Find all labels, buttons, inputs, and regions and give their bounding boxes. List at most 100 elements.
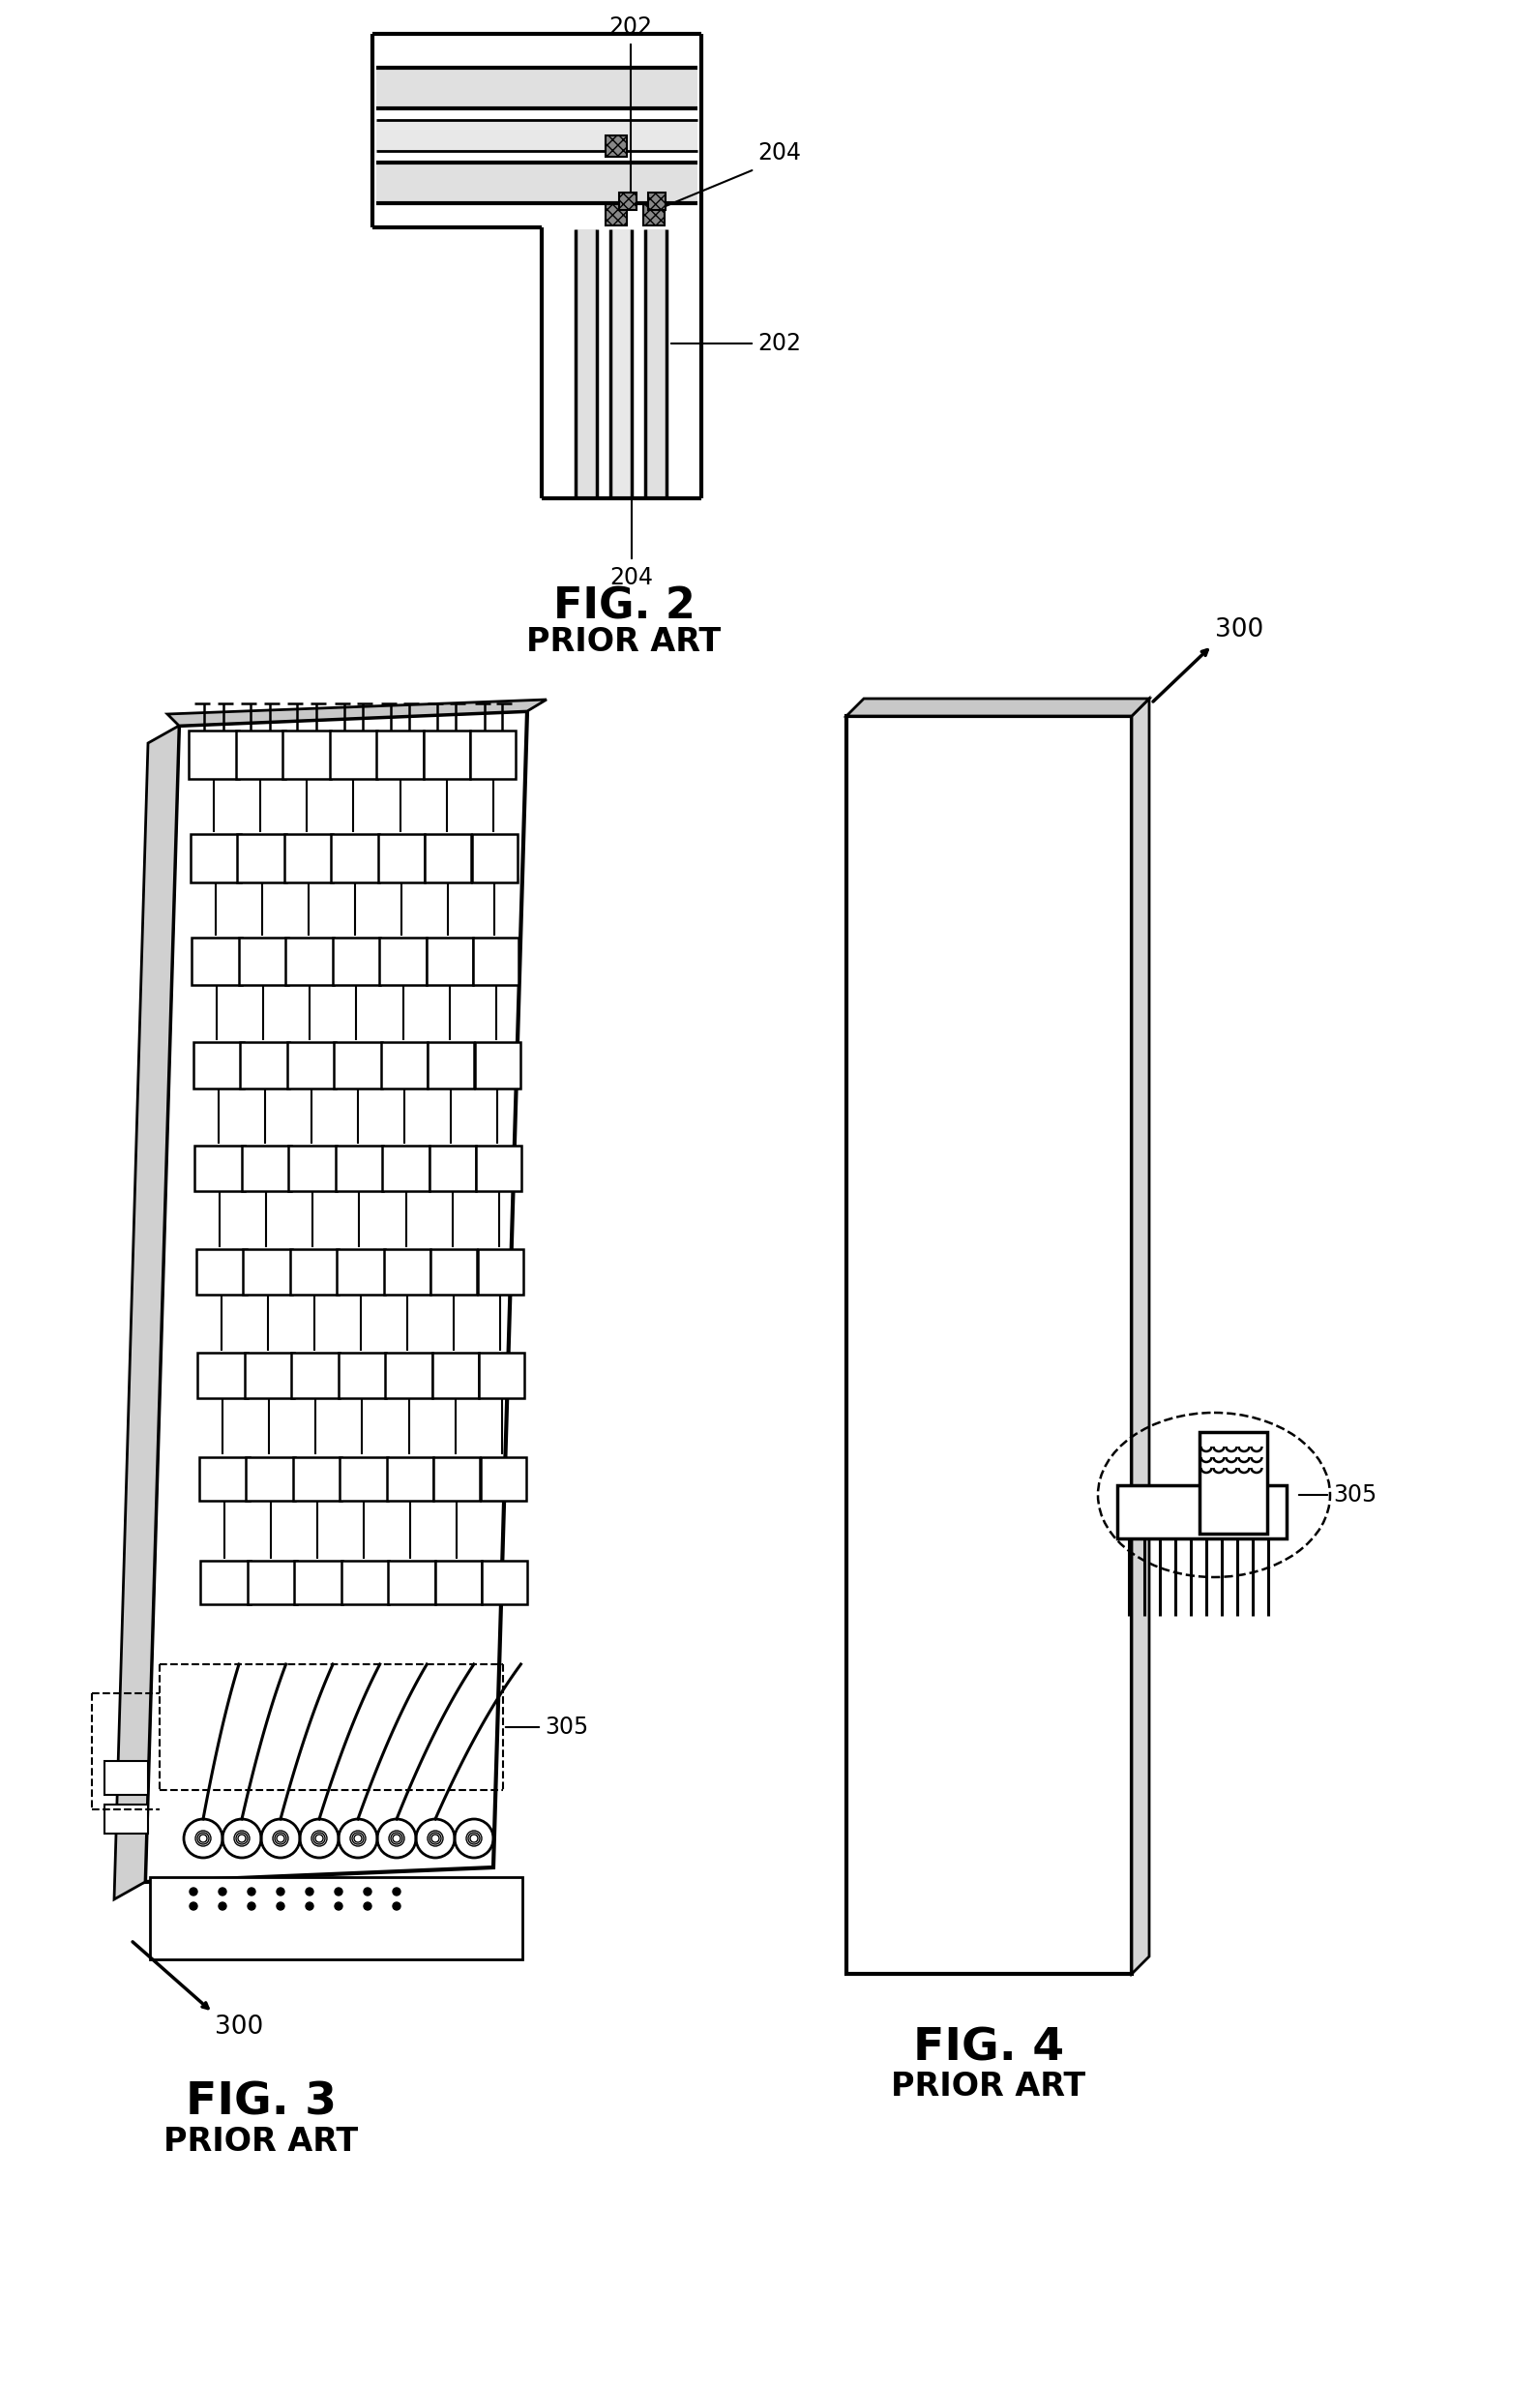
- Polygon shape: [168, 700, 547, 726]
- Text: 202: 202: [758, 332, 801, 356]
- Bar: [245, 1354, 294, 1397]
- Bar: [240, 1041, 290, 1089]
- Text: 204: 204: [610, 566, 653, 590]
- Bar: [293, 1457, 342, 1502]
- Bar: [290, 1249, 339, 1294]
- Bar: [380, 1041, 428, 1089]
- Bar: [339, 1354, 387, 1397]
- Circle shape: [219, 1889, 226, 1896]
- Bar: [605, 203, 627, 224]
- Bar: [188, 731, 239, 778]
- Text: 305: 305: [545, 1715, 588, 1738]
- Circle shape: [393, 1889, 400, 1896]
- Bar: [288, 1146, 337, 1192]
- Bar: [340, 1457, 388, 1502]
- Bar: [427, 938, 473, 986]
- Polygon shape: [847, 700, 1149, 716]
- Bar: [337, 1249, 385, 1294]
- Text: FIG. 2: FIG. 2: [553, 585, 695, 628]
- Bar: [477, 1249, 524, 1294]
- Bar: [476, 1146, 522, 1192]
- Bar: [336, 1146, 383, 1192]
- Bar: [342, 1559, 390, 1605]
- Bar: [431, 1249, 477, 1294]
- Bar: [430, 1146, 476, 1192]
- Bar: [105, 1760, 148, 1796]
- Text: 204: 204: [758, 141, 801, 165]
- Bar: [471, 731, 516, 778]
- Bar: [285, 938, 334, 986]
- Bar: [237, 833, 286, 881]
- Bar: [246, 1457, 296, 1502]
- Circle shape: [248, 1903, 256, 1910]
- Bar: [376, 119, 698, 150]
- Bar: [379, 938, 427, 986]
- Polygon shape: [1132, 700, 1149, 1975]
- Bar: [383, 1249, 431, 1294]
- Bar: [645, 229, 667, 497]
- Bar: [436, 1559, 482, 1605]
- Bar: [291, 1354, 340, 1397]
- Bar: [474, 1041, 521, 1089]
- Bar: [283, 833, 333, 881]
- Bar: [191, 938, 242, 986]
- Bar: [149, 1877, 522, 1961]
- Bar: [377, 731, 424, 778]
- Circle shape: [363, 1889, 371, 1896]
- Circle shape: [363, 1903, 371, 1910]
- Circle shape: [305, 1903, 314, 1910]
- Circle shape: [277, 1889, 285, 1896]
- Bar: [286, 1041, 336, 1089]
- Bar: [428, 1041, 474, 1089]
- Text: FIG. 4: FIG. 4: [913, 2027, 1064, 2070]
- Bar: [333, 938, 380, 986]
- Bar: [644, 203, 665, 224]
- Circle shape: [334, 1903, 342, 1910]
- Text: PRIOR ART: PRIOR ART: [163, 2125, 359, 2159]
- Circle shape: [393, 1903, 400, 1910]
- Bar: [105, 1805, 148, 1834]
- Bar: [434, 1457, 480, 1502]
- Bar: [480, 1457, 527, 1502]
- Bar: [192, 1041, 243, 1089]
- Polygon shape: [114, 726, 179, 1898]
- Bar: [283, 731, 331, 778]
- Circle shape: [334, 1889, 342, 1896]
- Bar: [388, 1559, 436, 1605]
- Bar: [197, 1354, 248, 1397]
- Bar: [424, 731, 470, 778]
- Text: PRIOR ART: PRIOR ART: [527, 626, 721, 659]
- Bar: [479, 1354, 525, 1397]
- Bar: [236, 731, 285, 778]
- Bar: [1200, 1433, 1267, 1533]
- Polygon shape: [145, 712, 527, 1882]
- Bar: [189, 833, 240, 881]
- Text: 300: 300: [1215, 618, 1264, 642]
- Bar: [648, 193, 665, 210]
- Bar: [382, 1146, 430, 1192]
- Bar: [387, 1457, 434, 1502]
- Bar: [619, 193, 636, 210]
- Bar: [194, 1146, 245, 1192]
- Text: PRIOR ART: PRIOR ART: [892, 2070, 1086, 2101]
- Circle shape: [277, 1903, 285, 1910]
- Bar: [242, 1146, 291, 1192]
- Circle shape: [189, 1903, 197, 1910]
- Text: 202: 202: [608, 14, 653, 38]
- Bar: [196, 1249, 246, 1294]
- Bar: [610, 229, 631, 497]
- Bar: [576, 229, 598, 497]
- Circle shape: [305, 1889, 314, 1896]
- Bar: [385, 1354, 433, 1397]
- Circle shape: [219, 1903, 226, 1910]
- Bar: [199, 1457, 249, 1502]
- Bar: [433, 1354, 479, 1397]
- Bar: [200, 1559, 251, 1605]
- Bar: [1118, 1485, 1286, 1538]
- Bar: [425, 833, 471, 881]
- Bar: [294, 1559, 343, 1605]
- Bar: [239, 938, 288, 986]
- Bar: [473, 938, 519, 986]
- Text: FIG. 3: FIG. 3: [186, 2080, 337, 2123]
- Bar: [248, 1559, 297, 1605]
